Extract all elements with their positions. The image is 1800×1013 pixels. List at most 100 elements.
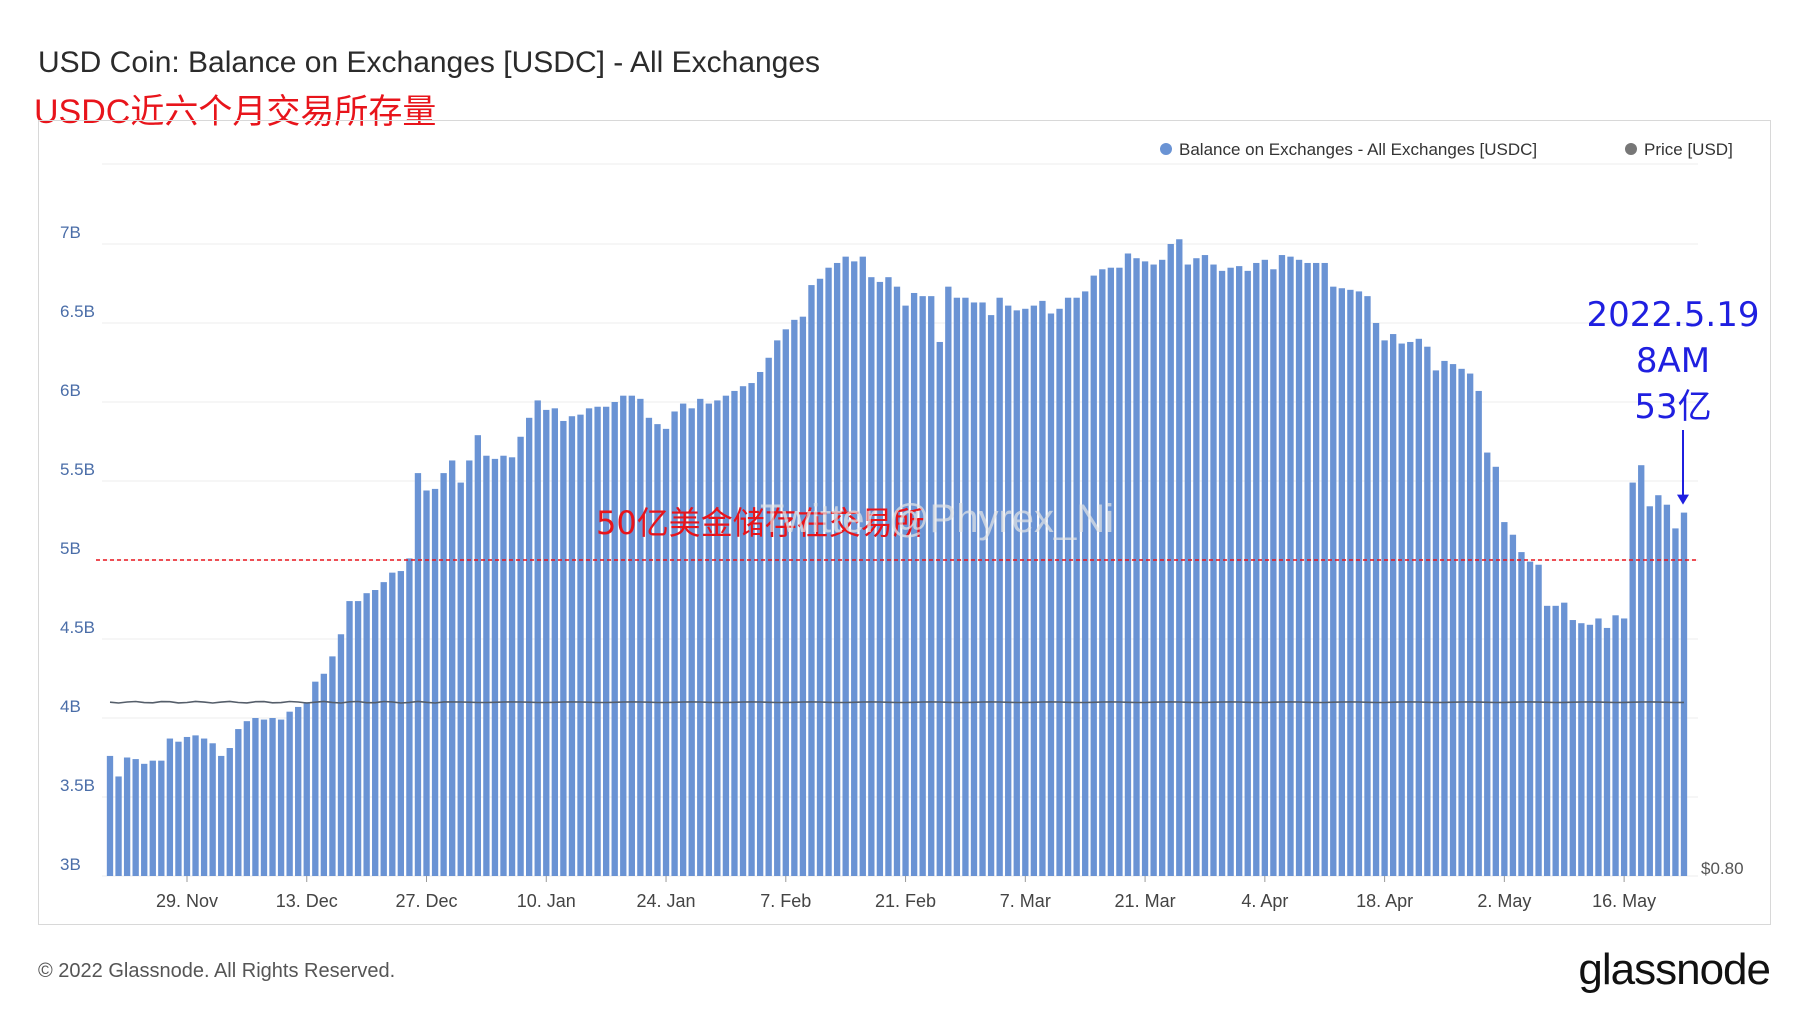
balance-bar [123, 757, 131, 876]
balance-bar [440, 473, 447, 876]
balance-bar [1022, 308, 1029, 876]
balance-bar [774, 340, 781, 876]
reference-line: 50亿美金储存在交易所 [96, 504, 1698, 561]
balance-bar [953, 297, 961, 877]
balance-bar [756, 371, 764, 876]
balance-bar [183, 736, 191, 876]
balance-bar [406, 558, 413, 876]
balance-bar [1047, 313, 1055, 876]
balance-bar [1415, 338, 1422, 876]
annotation-title: USDC近六个月交易所存量 [34, 93, 437, 131]
balance-bar [731, 390, 738, 876]
balance-bar [295, 706, 302, 876]
balance-bar [645, 417, 653, 876]
balance-bar [765, 357, 772, 876]
legend-marker-balance [1160, 143, 1172, 155]
x-tick-label: 7. Mar [1000, 891, 1051, 911]
balance-bar [166, 738, 174, 876]
balance-bar [141, 763, 148, 876]
legend-label-price: Price [USD] [1644, 140, 1733, 159]
balance-bar [346, 601, 353, 876]
balance-bar [252, 718, 259, 876]
balance-bar [423, 490, 430, 876]
balance-bar [945, 286, 952, 876]
balance-bar [474, 435, 481, 876]
balance-bar [1458, 368, 1465, 876]
x-tick-label: 21. Feb [875, 891, 936, 911]
balance-bar [722, 395, 730, 876]
balance-bar [277, 719, 285, 876]
balance-bar [286, 711, 293, 876]
balance-bar [1441, 360, 1448, 876]
balance-bar [337, 634, 345, 876]
balance-bar [602, 406, 610, 876]
balance-bar [192, 735, 199, 876]
y-tick-label: 4.5B [60, 618, 95, 637]
balance-bar [526, 417, 533, 876]
balance-bar [825, 267, 832, 876]
balance-bar [654, 424, 661, 876]
balance-bar [739, 386, 747, 876]
balance-bar [200, 738, 208, 876]
balance-bar [1184, 264, 1192, 876]
balance-bar [1064, 297, 1072, 877]
balance-bar [1569, 620, 1576, 876]
balance-bar [637, 398, 644, 876]
balance-bar [1287, 256, 1294, 876]
balance-bar [1304, 262, 1311, 877]
balance-bar [1124, 253, 1132, 877]
balance-bar [1509, 534, 1517, 876]
balance-bar [1398, 343, 1405, 876]
balance-bar [235, 729, 242, 876]
balance-bar [1466, 373, 1474, 876]
balance-bar [1210, 264, 1217, 876]
balance-bar [1295, 259, 1303, 876]
balance-bar [551, 408, 558, 876]
balance-bar [620, 395, 627, 876]
balance-bar [1227, 267, 1234, 876]
balance-bar [987, 315, 995, 877]
y-tick-label: 3B [60, 855, 81, 874]
reference-line-label: 50亿美金储存在交易所 [596, 504, 925, 542]
balance-bar [876, 281, 884, 876]
balance-bar [1176, 239, 1183, 876]
balance-bar [996, 297, 1003, 877]
balance-bar [1449, 364, 1457, 876]
balance-bar [534, 400, 541, 876]
balance-bar [1543, 605, 1551, 876]
balance-bar [902, 305, 909, 876]
legend-label-balance: Balance on Exchanges - All Exchanges [US… [1179, 140, 1537, 159]
balance-bar [158, 760, 165, 876]
balance-bar [1578, 623, 1585, 876]
bars [106, 239, 1688, 877]
balance-bar [1518, 552, 1525, 876]
balance-bar [269, 718, 276, 876]
balance-bar [483, 455, 490, 876]
balance-bar [1201, 255, 1209, 876]
balance-bar [260, 719, 268, 876]
callout-line: 8AM [1636, 341, 1710, 381]
balance-bar [508, 457, 516, 876]
x-tick-label: 2. May [1477, 891, 1531, 911]
balance-bar [1612, 615, 1619, 876]
balance-bar [1646, 506, 1653, 876]
balance-bar [243, 721, 251, 876]
balance-bar [594, 406, 601, 876]
x-tick-label: 18. Apr [1356, 891, 1413, 911]
y-tick-label: 6B [60, 381, 81, 400]
balance-bar [1355, 291, 1363, 876]
callout-line: 2022.5.19 [1586, 295, 1759, 335]
balance-bar [1270, 269, 1277, 876]
balance-bar [842, 256, 849, 876]
balance-bar [1381, 340, 1388, 876]
balance-bar [1116, 267, 1123, 876]
balance-bar [577, 414, 584, 876]
balance-bar [936, 341, 943, 877]
balance-bar [466, 460, 473, 876]
balance-bar [851, 261, 858, 876]
balance-bar [389, 572, 396, 876]
balance-bar [1501, 522, 1508, 876]
x-tick-label: 10. Jan [517, 891, 576, 911]
balance-bar [414, 473, 422, 876]
chart-frame [38, 120, 1771, 925]
